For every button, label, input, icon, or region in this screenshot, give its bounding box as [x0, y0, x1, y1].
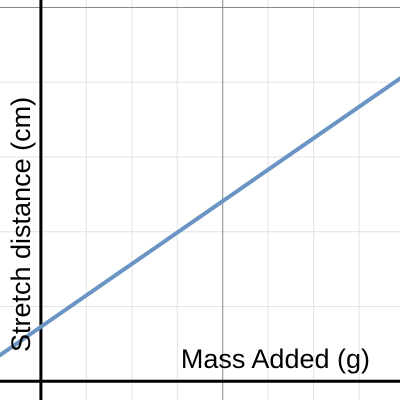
y-axis-title: Stretch distance (cm)	[6, 97, 36, 352]
series-layer	[0, 76, 400, 358]
series-line-1	[0, 76, 400, 358]
x-axis-title: Mass Added (g)	[181, 344, 370, 374]
